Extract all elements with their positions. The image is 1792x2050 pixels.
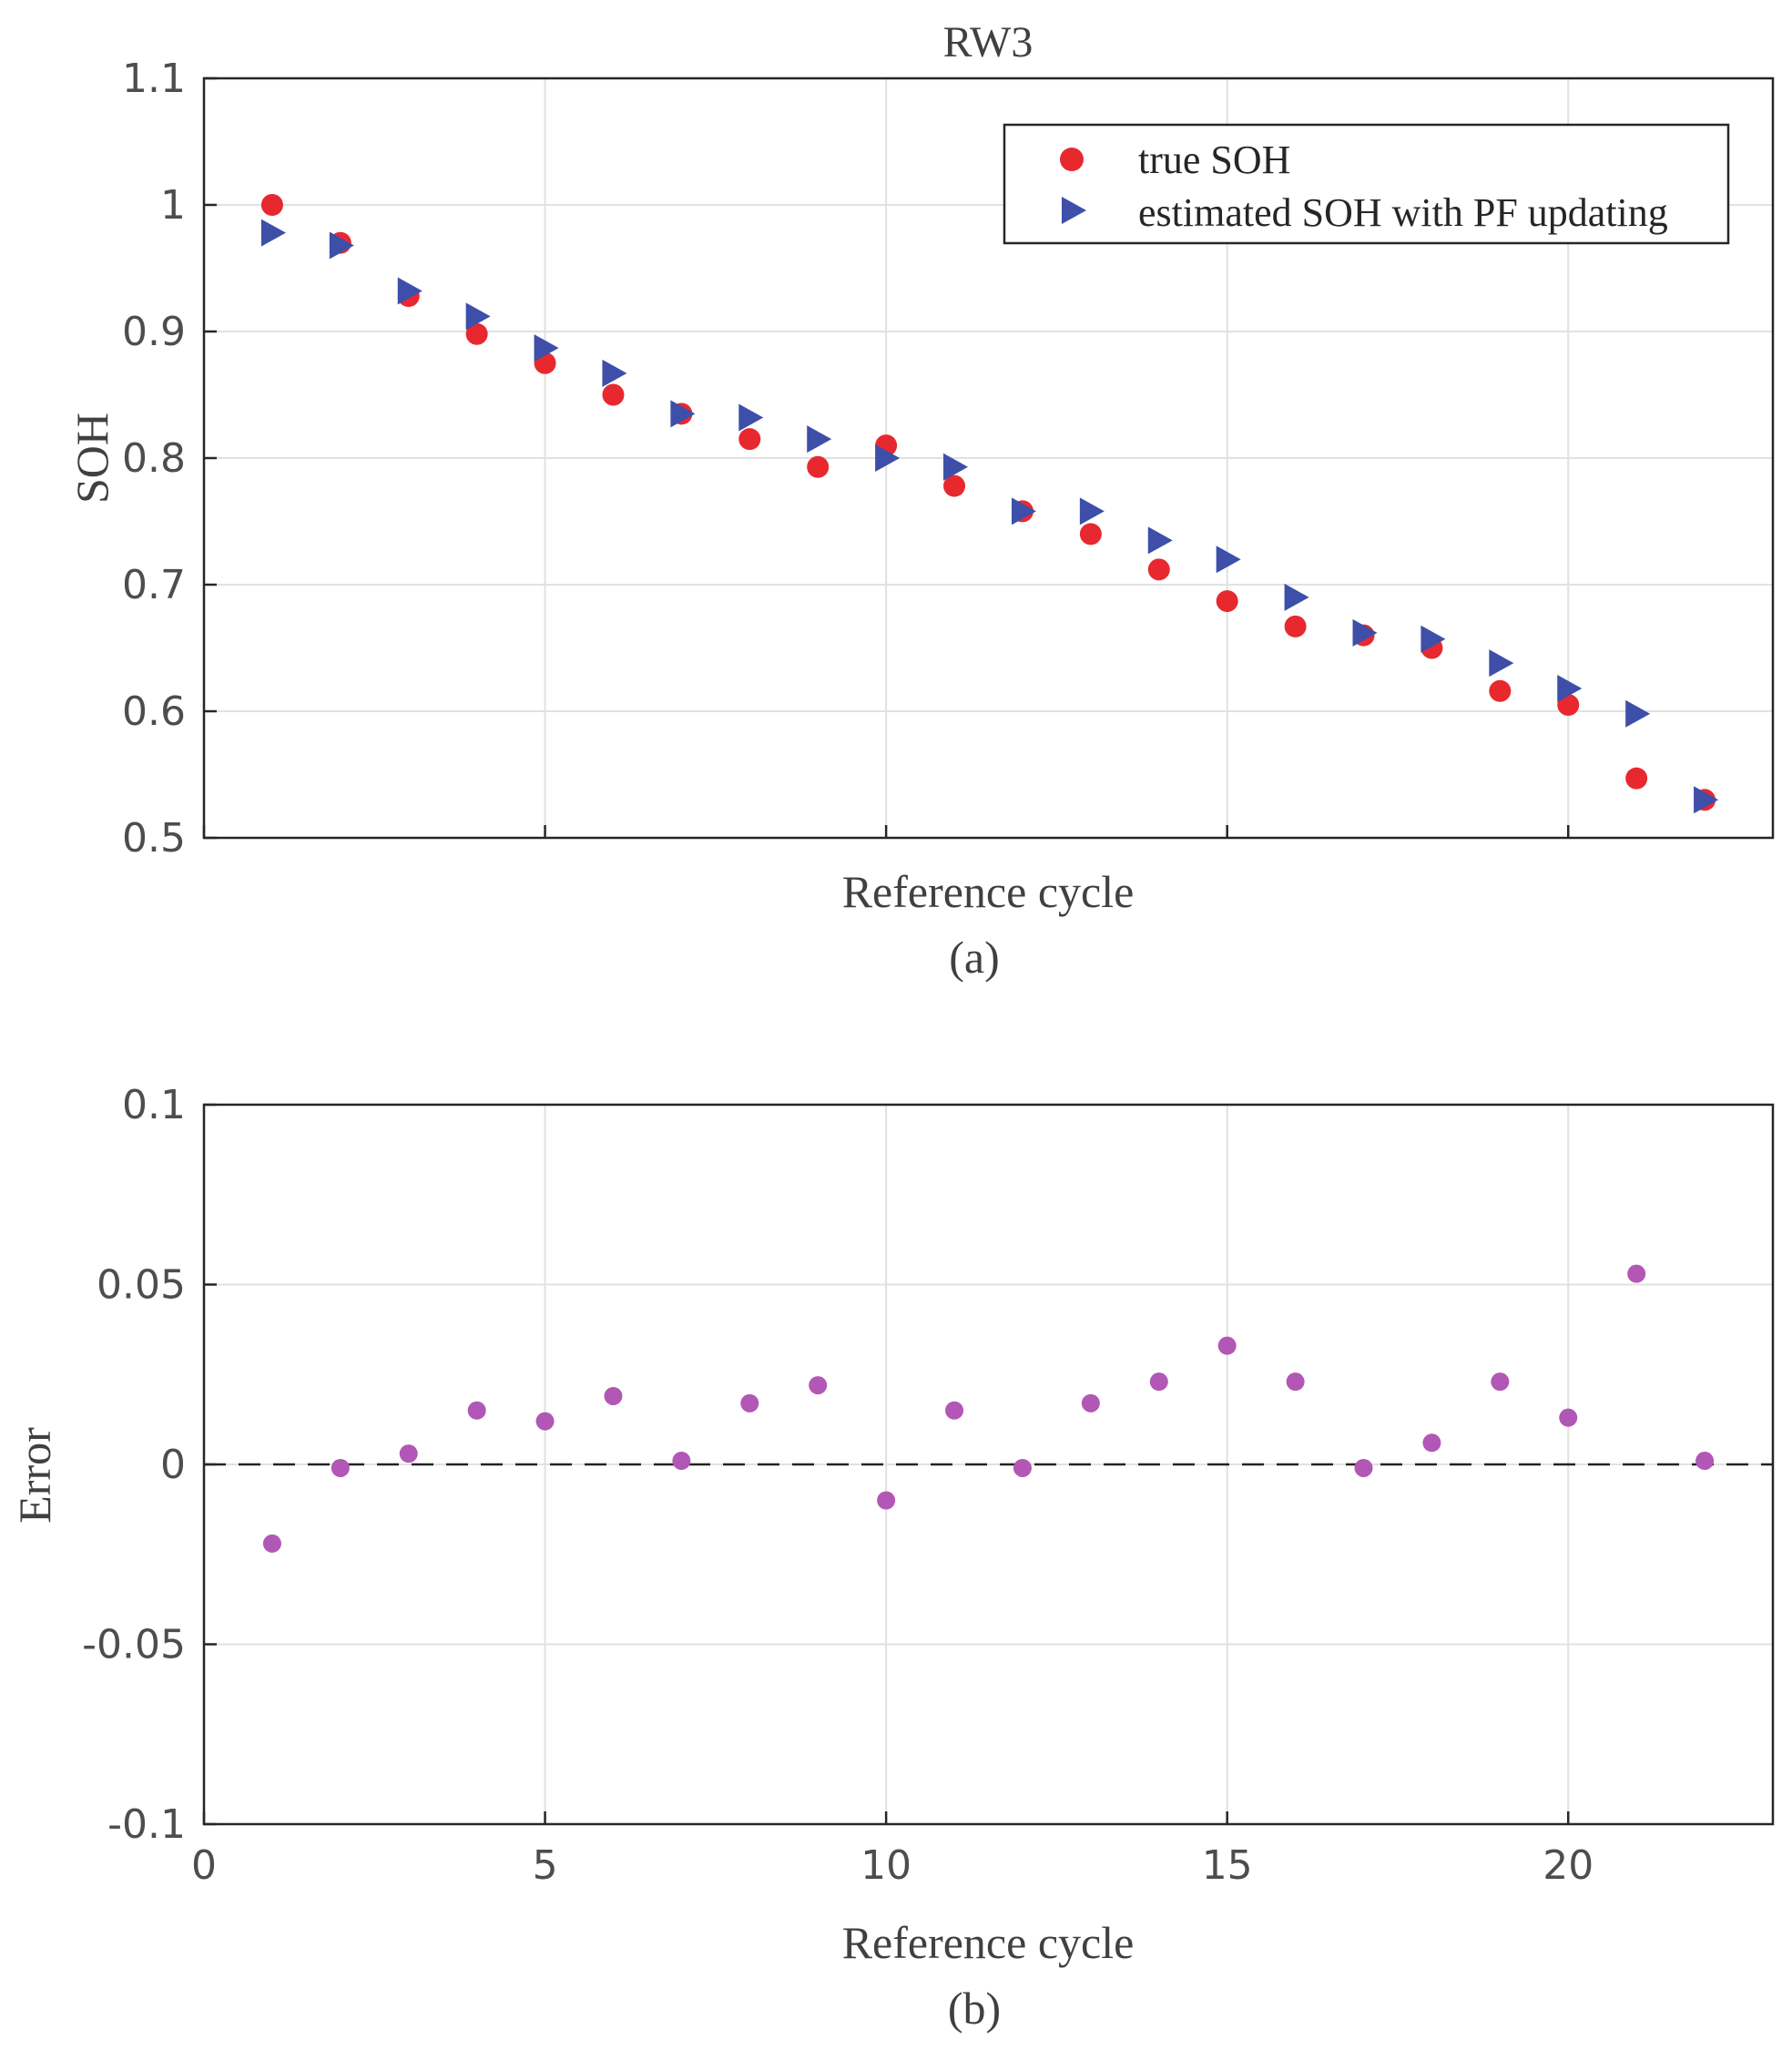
- panel-b: -0.1 -0.05 0 0.05 0.1 0 5 10 15 20 Reference cyc…: [9, 1082, 1775, 2034]
- estimated-soh-point: [1694, 786, 1719, 814]
- estimated-soh-point: [807, 425, 832, 454]
- error-point: [535, 1412, 555, 1431]
- panel-b-axes-box: [202, 1103, 1775, 1826]
- true-soh-point: [1489, 679, 1512, 702]
- error-point: [1081, 1393, 1100, 1413]
- error-point: [740, 1393, 759, 1413]
- true-soh-point: [602, 383, 625, 406]
- true-soh-point: [943, 474, 966, 497]
- true-soh-point: [465, 322, 488, 345]
- y-tick-label: -0.05: [82, 1622, 186, 1668]
- estimated-soh-point: [534, 334, 559, 362]
- error-point: [1354, 1458, 1373, 1477]
- error-point: [672, 1452, 691, 1471]
- x-tick-label: 10: [860, 1842, 911, 1889]
- x-tick-label: 15: [1202, 1842, 1253, 1889]
- true-soh-point: [260, 194, 283, 216]
- estimated-soh-point: [1625, 699, 1651, 728]
- error-point: [1627, 1264, 1646, 1283]
- legend-marker-estimated-soh: [1062, 197, 1086, 224]
- panel-b-y-ticks: -0.1 -0.05 0 0.05 0.1: [82, 1082, 217, 1848]
- panel-a-axes-box: [202, 76, 1775, 840]
- error-point: [262, 1534, 281, 1553]
- error-point: [1695, 1452, 1715, 1471]
- panel-b-x-label: Reference cycle: [842, 1917, 1135, 1968]
- x-tick-label: 0: [191, 1842, 217, 1889]
- panel-a-title: RW3: [943, 18, 1033, 66]
- panel-b-caption: (b): [948, 1983, 1001, 2034]
- true-soh-point: [1625, 767, 1648, 790]
- error-point: [945, 1401, 964, 1420]
- true-soh-point: [1147, 558, 1170, 581]
- true-soh-point: [1284, 615, 1307, 637]
- legend-box: [1003, 123, 1730, 245]
- true-soh-point: [1216, 590, 1238, 613]
- y-tick-label: 0.1: [122, 1082, 186, 1128]
- panel-a: 0.50.60.70.80.911.1 RW3 Reference cycle …: [66, 18, 1775, 983]
- panel-a-y-ticks: 0.5 0.6 0.7 0.8 0.9 1 1.1: [122, 56, 217, 862]
- y-tick-label: 1: [160, 182, 186, 229]
- panel-a-x-tick-marks: [202, 825, 1570, 838]
- y-tick-label: 0.8: [122, 435, 186, 482]
- true-soh-point: [807, 455, 830, 478]
- error-point: [604, 1386, 623, 1405]
- legend-label-estimated-soh: estimated SOH with PF updating: [1138, 190, 1668, 235]
- estimated-soh-point: [465, 302, 491, 331]
- estimated-soh-point: [602, 359, 627, 387]
- panel-a-y-label: SOH: [66, 413, 117, 504]
- x-tick-label: 20: [1543, 1842, 1593, 1889]
- legend: true SOH estimated SOH with PF updating: [1003, 123, 1730, 245]
- error-point: [1422, 1433, 1441, 1453]
- panel-a-caption: (a): [949, 932, 1000, 983]
- estimated-soh-point: [1216, 546, 1241, 574]
- estimated-soh-point: [875, 444, 901, 472]
- estimated-soh-point: [1079, 497, 1105, 525]
- y-tick-label: -0.1: [107, 1801, 186, 1848]
- error-point: [1217, 1336, 1237, 1355]
- estimated-soh-point: [1284, 583, 1309, 611]
- error-point: [1286, 1372, 1305, 1392]
- estimated-soh-point: [670, 400, 696, 428]
- estimated-soh-point: [260, 219, 286, 247]
- x-tick-label: 5: [533, 1842, 558, 1889]
- error-point: [467, 1401, 486, 1420]
- panel-b-x-ticks: 0 5 10 15 20: [191, 1811, 1593, 1889]
- error-point: [1491, 1372, 1510, 1392]
- estimated-soh-point: [1147, 526, 1173, 555]
- error-point: [809, 1376, 828, 1395]
- y-tick-label: 0.6: [122, 688, 186, 735]
- error-point: [1013, 1458, 1032, 1477]
- estimated-soh-point: [943, 453, 969, 481]
- error-point: [399, 1444, 418, 1464]
- true-soh-point: [1557, 694, 1580, 717]
- y-tick-label: 0.9: [122, 309, 186, 355]
- legend-label-true-soh: true SOH: [1138, 138, 1290, 182]
- estimated-soh-point: [738, 403, 764, 432]
- estimated-soh-point: [1420, 625, 1446, 653]
- y-tick-label: 0.05: [97, 1262, 186, 1309]
- legend-marker-true-soh: [1060, 148, 1084, 171]
- estimated-soh-point: [1489, 649, 1514, 678]
- estimated-soh-point: [1011, 497, 1036, 525]
- panel-b-y-label: Error: [9, 1427, 60, 1524]
- error-point: [1149, 1372, 1168, 1392]
- panel-a-x-label: Reference cycle: [842, 866, 1135, 917]
- y-tick-label: 0: [160, 1442, 186, 1488]
- y-tick-label: 0.7: [122, 562, 186, 608]
- estimated-soh-point: [1557, 674, 1583, 702]
- error-point: [1559, 1408, 1578, 1427]
- estimated-soh-point: [329, 231, 354, 260]
- error-point: [331, 1458, 350, 1477]
- true-soh-point: [738, 428, 761, 451]
- y-tick-label: 0.5: [122, 815, 186, 862]
- y-tick-label: 1.1: [122, 56, 186, 102]
- true-soh-point: [1079, 523, 1102, 546]
- estimated-soh-point: [397, 277, 423, 305]
- error-point: [877, 1491, 896, 1510]
- estimated-soh-series: [260, 219, 1719, 814]
- estimated-soh-point: [1352, 618, 1378, 647]
- error-series: [262, 1264, 1715, 1553]
